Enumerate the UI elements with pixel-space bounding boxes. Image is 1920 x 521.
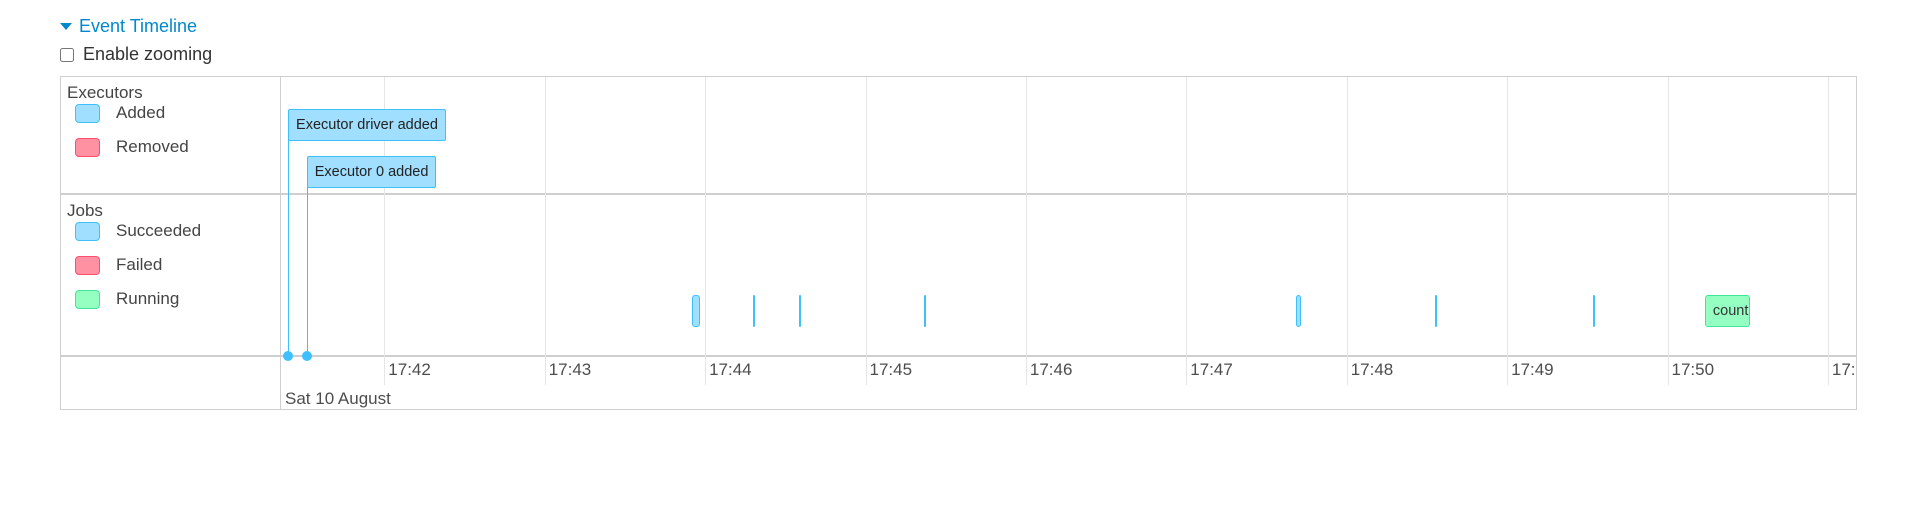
legend-label: Running [116, 289, 180, 308]
executor-event-stem [288, 140, 290, 356]
gridline [1186, 77, 1188, 385]
axis-tick-label: 17:49 [1511, 360, 1554, 379]
axis-tick-label: 17:51 [1831, 360, 1856, 379]
removed-swatch [75, 137, 100, 157]
axis-tick-label: 17:48 [1350, 360, 1394, 379]
group-label-executors: Executors [67, 83, 143, 102]
succeeded-swatch [75, 221, 100, 241]
failed-swatch [75, 255, 100, 275]
row-divider [61, 193, 1856, 195]
executor-event-box[interactable]: Executor 0 added [306, 156, 437, 188]
legend-label: Failed [116, 255, 163, 274]
legend-succeeded: Succeeded [75, 215, 201, 247]
legend-running: Running [75, 283, 179, 315]
timeline[interactable]: 17:42 17:43 17:44 17:45 17:46 17:47 17:48 17:49… [60, 76, 1857, 410]
job-event-succeeded[interactable] [1434, 295, 1437, 327]
executor-event-box[interactable]: Executor driver added [288, 109, 446, 141]
event-timeline-toggle[interactable]: Event Timeline [60, 16, 197, 37]
job-event-succeeded[interactable] [753, 295, 756, 327]
legend-failed: Failed [75, 249, 162, 281]
caret-down-icon [60, 23, 72, 30]
gridline [1667, 77, 1669, 385]
legend-label: Added [116, 103, 166, 122]
gridline [1507, 77, 1509, 385]
job-event-succeeded[interactable] [1592, 295, 1595, 327]
axis-tick-label: 17:45 [869, 360, 913, 379]
axis-tick-label: 17:43 [548, 360, 592, 379]
label-column-divider [280, 77, 281, 409]
legend-added: Added [75, 97, 165, 129]
legend-label: Removed [116, 137, 189, 156]
gridline [544, 77, 546, 385]
job-event-succeeded[interactable] [798, 295, 801, 327]
executor-event-stem [306, 187, 308, 356]
enable-zooming-checkbox[interactable] [60, 47, 74, 62]
axis-tick-label: 17:42 [388, 360, 431, 379]
executor-event-dot [301, 351, 312, 361]
added-swatch [75, 103, 100, 123]
gridline [1827, 77, 1829, 385]
gridline [384, 77, 386, 385]
axis-date-label: Sat 10 August [285, 389, 391, 408]
executor-event-dot [283, 351, 294, 361]
axis-tick-label: 17:47 [1190, 360, 1233, 379]
axis-tick-label: 17:50 [1671, 360, 1715, 379]
job-event-running[interactable]: count [1704, 295, 1751, 327]
job-event-succeeded[interactable] [691, 295, 700, 327]
enable-zooming-control[interactable]: Enable zooming [60, 44, 212, 65]
job-event-succeeded[interactable] [924, 295, 927, 327]
enable-zooming-label: Enable zooming [83, 44, 213, 64]
section-title: Event Timeline [79, 16, 198, 36]
job-event-succeeded[interactable] [1295, 295, 1302, 327]
group-label-jobs: Jobs [67, 201, 103, 220]
gridline [1025, 77, 1027, 385]
gridline [705, 77, 707, 385]
running-swatch [75, 289, 100, 309]
axis-tick-label: 17:46 [1029, 360, 1073, 379]
legend-label: Succeeded [116, 221, 202, 240]
gridline [865, 77, 867, 385]
legend-removed: Removed [75, 131, 189, 163]
axis-divider [61, 355, 1856, 357]
axis-tick-label: 17:44 [709, 360, 752, 379]
gridline [1346, 77, 1348, 385]
